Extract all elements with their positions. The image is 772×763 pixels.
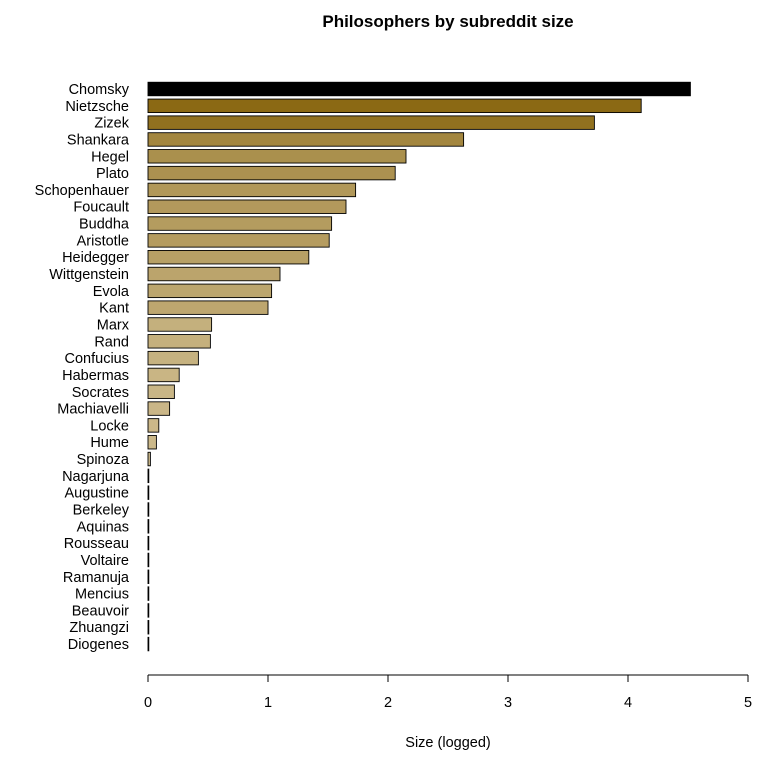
bar-nagarjuna (147, 468, 150, 484)
bar-heidegger (147, 249, 310, 265)
x-tick-label-2: 2 (384, 695, 392, 711)
category-label-habermas: Habermas (62, 368, 129, 384)
bar-rousseau (147, 535, 150, 551)
x-tick-label-1: 1 (264, 695, 272, 711)
category-label-beauvoir: Beauvoir (72, 603, 129, 619)
bar-diogenes (147, 636, 150, 652)
category-label-zhuangzi: Zhuangzi (69, 620, 129, 636)
bar-augustine (147, 485, 150, 500)
category-label-socrates: Socrates (72, 385, 129, 401)
category-label-rousseau: Rousseau (64, 536, 129, 552)
category-label-ramanuja: Ramanuja (63, 570, 130, 586)
bar-socrates (147, 384, 175, 399)
bar-kant (147, 300, 269, 315)
bar-foucault (147, 199, 347, 214)
x-axis-label: Size (logged) (405, 735, 490, 751)
bar-plato (147, 165, 396, 181)
category-label-heidegger: Heidegger (62, 250, 129, 266)
category-label-mencius: Mencius (75, 587, 129, 603)
x-tick-label-3: 3 (504, 695, 512, 711)
category-label-nietzsche: Nietzsche (65, 99, 129, 115)
category-label-marx: Marx (97, 317, 130, 333)
chart-title: Philosophers by subreddit size (322, 12, 573, 31)
category-label-aquinas: Aquinas (77, 519, 129, 535)
bar-hume (147, 435, 157, 450)
category-label-aristotle: Aristotle (77, 233, 129, 249)
bar-shankara (147, 132, 465, 147)
category-label-machiavelli: Machiavelli (57, 402, 129, 418)
bar-zizek (147, 115, 595, 130)
bar-hegel (147, 149, 407, 164)
category-label-evola: Evola (93, 284, 130, 300)
category-labels: ChomskyNietzscheZizekShankaraHegelPlatoS… (35, 82, 130, 653)
category-label-confucius: Confucius (65, 351, 129, 367)
bar-habermas (147, 367, 180, 383)
category-label-schopenhauer: Schopenhauer (35, 183, 129, 199)
bar-confucius (147, 350, 199, 366)
bar-zhuangzi (147, 620, 150, 635)
bar-locke (147, 418, 160, 433)
category-label-wittgenstein: Wittgenstein (49, 267, 129, 283)
bar-voltaire (147, 552, 150, 568)
x-tick-label-0: 0 (144, 695, 152, 711)
bar-aristotle (147, 233, 330, 248)
category-label-hume: Hume (90, 435, 129, 451)
category-label-kant: Kant (99, 301, 129, 317)
bar-aquinas (147, 519, 150, 534)
category-label-diogenes: Diogenes (68, 637, 129, 653)
bar-evola (147, 283, 273, 299)
x-tick-label-5: 5 (744, 695, 752, 711)
category-label-augustine: Augustine (65, 486, 130, 502)
category-label-nagarjuna: Nagarjuna (62, 469, 130, 485)
category-label-zizek: Zizek (94, 116, 129, 132)
bar-nietzsche (147, 98, 642, 114)
category-label-voltaire: Voltaire (81, 553, 129, 569)
category-label-spinoza: Spinoza (77, 452, 130, 468)
category-label-rand: Rand (94, 334, 129, 350)
bar-schopenhauer (147, 182, 357, 198)
bars-group (147, 81, 691, 652)
x-axis: 0 1 2 3 4 5 (144, 674, 752, 711)
bar-marx (147, 317, 213, 332)
category-label-chomsky: Chomsky (69, 82, 130, 98)
bar-rand (147, 334, 211, 349)
bar-chomsky (147, 81, 691, 97)
bar-ramanuja (147, 569, 150, 584)
x-tick-label-4: 4 (624, 695, 632, 711)
bar-buddha (147, 216, 333, 231)
bar-berkeley (147, 502, 150, 517)
bar-wittgenstein (147, 266, 281, 282)
category-label-foucault: Foucault (73, 200, 129, 216)
bar-machiavelli (147, 401, 171, 416)
bar-beauvoir (147, 603, 150, 618)
category-label-berkeley: Berkeley (73, 503, 130, 519)
category-label-locke: Locke (90, 418, 129, 434)
category-label-plato: Plato (96, 166, 129, 182)
bar-spinoza (147, 451, 151, 467)
category-label-buddha: Buddha (79, 217, 130, 233)
category-label-hegel: Hegel (91, 149, 129, 165)
bar-mencius (147, 586, 150, 601)
category-label-shankara: Shankara (67, 132, 130, 148)
